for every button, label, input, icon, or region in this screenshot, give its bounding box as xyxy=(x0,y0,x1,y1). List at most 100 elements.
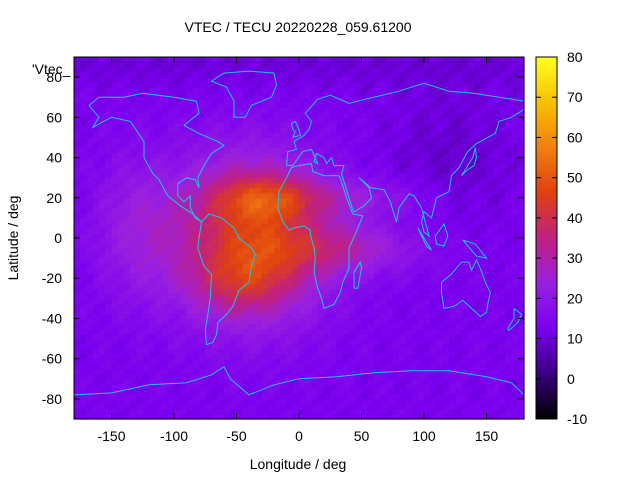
heatmap-cell xyxy=(142,142,150,149)
heatmap-cell xyxy=(86,212,94,219)
heatmap-cell xyxy=(455,398,463,405)
heatmap-cell xyxy=(436,413,444,420)
heatmap-cell xyxy=(430,132,438,139)
heatmap-cell xyxy=(367,333,375,340)
heatmap-cell xyxy=(236,408,244,415)
heatmap-cell xyxy=(111,112,119,118)
heatmap-cell xyxy=(405,293,413,299)
heatmap-cell xyxy=(430,408,438,415)
heatmap-cell xyxy=(336,398,344,405)
heatmap-cell xyxy=(261,182,269,189)
heatmap-cell xyxy=(117,328,125,335)
heatmap-cell xyxy=(155,87,163,93)
heatmap-cell xyxy=(317,122,325,128)
heatmap-cell xyxy=(86,207,94,214)
heatmap-cell xyxy=(161,318,169,325)
heatmap-cell xyxy=(192,217,200,224)
heatmap-cell xyxy=(430,353,438,360)
heatmap-cell xyxy=(86,248,94,254)
heatmap-cell xyxy=(117,207,125,214)
heatmap-cell xyxy=(380,293,388,299)
heatmap-cell xyxy=(230,117,238,123)
heatmap-cell xyxy=(205,157,213,164)
heatmap-cell xyxy=(230,217,238,224)
heatmap-cell xyxy=(80,197,88,204)
heatmap-cell xyxy=(199,273,206,279)
heatmap-cell xyxy=(330,62,338,68)
heatmap-cell xyxy=(474,398,481,405)
heatmap-cell xyxy=(86,308,94,315)
heatmap-cell xyxy=(474,192,481,199)
heatmap-cell xyxy=(105,373,113,380)
heatmap-cell xyxy=(142,102,150,108)
heatmap-cell xyxy=(349,122,356,128)
heatmap-cell xyxy=(174,82,181,88)
heatmap-cell xyxy=(167,112,175,118)
heatmap-cell xyxy=(392,268,400,274)
heatmap-cell xyxy=(130,187,138,194)
heatmap-cell xyxy=(461,338,469,345)
heatmap-cell xyxy=(424,303,431,309)
heatmap-cell xyxy=(174,313,181,320)
heatmap-cell xyxy=(149,87,156,93)
heatmap-cell xyxy=(224,62,231,68)
heatmap-cell xyxy=(267,122,275,128)
heatmap-cell xyxy=(311,328,319,335)
heatmap-cell xyxy=(80,303,88,309)
heatmap-cell xyxy=(361,92,369,98)
heatmap-cell xyxy=(399,398,406,405)
heatmap-cell xyxy=(436,398,444,405)
heatmap-cell xyxy=(442,353,450,360)
heatmap-cell xyxy=(355,358,363,365)
heatmap-cell xyxy=(192,202,200,209)
heatmap-cell xyxy=(399,353,406,360)
heatmap-cell xyxy=(255,413,263,420)
heatmap-cell xyxy=(324,398,331,405)
heatmap-cell xyxy=(211,328,219,335)
heatmap-cell xyxy=(249,197,256,204)
heatmap-cell xyxy=(155,333,163,340)
heatmap-cell xyxy=(367,348,375,355)
heatmap-cell xyxy=(105,308,113,315)
heatmap-cell xyxy=(142,283,150,289)
heatmap-cell xyxy=(305,182,313,189)
heatmap-cell xyxy=(380,353,388,360)
heatmap-cell xyxy=(367,408,375,415)
heatmap-cell xyxy=(174,393,181,400)
heatmap-cell xyxy=(299,283,306,289)
heatmap-cell xyxy=(449,137,456,144)
heatmap-cell xyxy=(192,373,200,380)
heatmap-cell xyxy=(161,343,169,350)
heatmap-cell xyxy=(211,378,219,385)
heatmap-cell xyxy=(455,293,463,299)
heatmap-cell xyxy=(474,57,481,63)
heatmap-cell xyxy=(486,328,494,335)
heatmap-cell xyxy=(436,162,444,169)
heatmap-cell xyxy=(249,353,256,360)
heatmap-cell xyxy=(117,127,125,134)
heatmap-cell xyxy=(74,172,81,179)
heatmap-cell xyxy=(174,403,181,410)
heatmap-cell xyxy=(249,97,256,103)
heatmap-cell xyxy=(192,293,200,299)
heatmap-cell xyxy=(267,303,275,309)
heatmap-cell xyxy=(136,273,144,279)
heatmap-cell xyxy=(199,207,206,214)
heatmap-cell xyxy=(167,102,175,108)
heatmap-cell xyxy=(342,152,350,159)
heatmap-cell xyxy=(330,303,338,309)
heatmap-cell xyxy=(424,197,431,204)
heatmap-cell xyxy=(74,97,81,103)
heatmap-cell xyxy=(199,363,206,370)
heatmap-cell xyxy=(286,82,294,88)
heatmap-cell xyxy=(167,383,175,390)
heatmap-cell xyxy=(236,263,244,269)
heatmap-cell xyxy=(255,172,263,179)
heatmap-cell xyxy=(405,227,413,234)
heatmap-cell xyxy=(392,87,400,93)
heatmap-cell xyxy=(305,278,313,284)
heatmap-cell xyxy=(192,363,200,370)
heatmap-cell xyxy=(280,393,288,400)
heatmap-cell xyxy=(205,72,213,78)
heatmap-cell xyxy=(186,77,194,83)
